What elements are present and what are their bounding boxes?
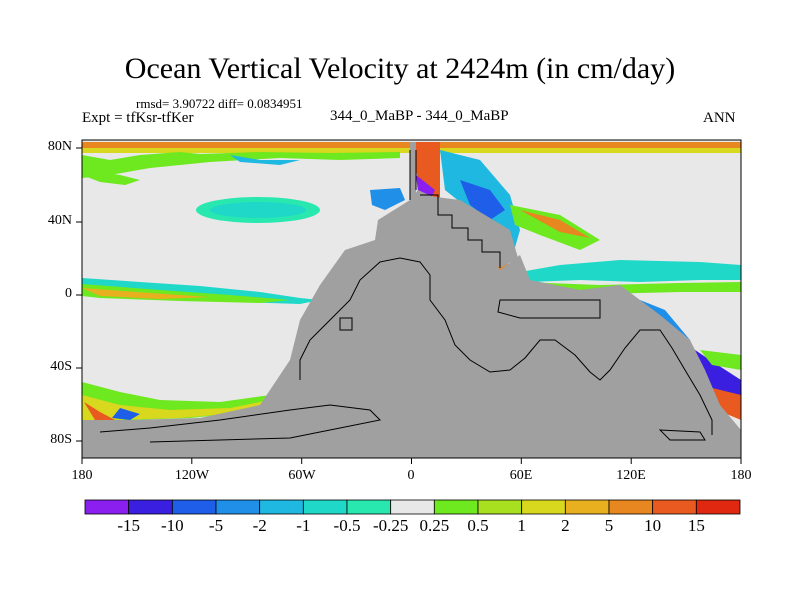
y-tick-label: 80N — [47, 139, 72, 154]
colorbar-swatch — [564, 499, 610, 515]
land-island — [495, 292, 605, 325]
npac-lens-core — [210, 202, 306, 218]
colorbar-swatch — [608, 499, 654, 515]
coast-5 — [339, 317, 353, 331]
chart-title: Ocean Vertical Velocity at 2424m (in cm/… — [124, 52, 676, 85]
colorbar-swatch — [695, 499, 741, 515]
colorbar-label: 5 — [604, 516, 614, 535]
colorbar-label: -5 — [208, 516, 224, 535]
colorbar-swatch — [84, 499, 130, 515]
colorbar-label: 15 — [687, 516, 705, 535]
x-tick-label: 0 — [407, 468, 415, 483]
eq-band-orange — [82, 288, 210, 299]
land-antarctic — [82, 400, 380, 458]
land-strip — [410, 142, 416, 200]
map-field — [82, 140, 741, 458]
x-tick-label: 60W — [288, 468, 316, 483]
land-europe — [420, 195, 518, 268]
colorbar-swatch — [433, 499, 479, 515]
colorbar-label: 0.5 — [467, 516, 489, 535]
eurasia-orange — [520, 210, 590, 238]
colorbar-swatch — [128, 499, 173, 515]
coast-2 — [420, 194, 501, 268]
case-label: 344_0_MaBP - 344_0_MaBP — [330, 108, 509, 124]
x-tick-label: 180 — [71, 468, 93, 483]
colorbar-swatch — [390, 499, 435, 515]
coast-3 — [497, 299, 601, 319]
colorbar-label: 2 — [561, 516, 570, 535]
eq-band-cyan — [82, 278, 320, 304]
coast-1 — [409, 150, 417, 200]
coast-6 — [99, 404, 382, 443]
colorbar-swatch — [259, 499, 304, 515]
colorbar-label: -1 — [296, 516, 311, 535]
y-tick-label: 40N — [47, 213, 72, 228]
y-tick-label: 40S — [50, 359, 72, 374]
colorbar-label: -0.25 — [372, 516, 409, 535]
colorbar-swatch — [171, 499, 217, 515]
coast-4 — [299, 257, 713, 435]
epac-green — [700, 350, 741, 370]
y-tick-label: 0 — [65, 286, 72, 301]
natl-west-blue — [370, 188, 405, 210]
pacific-north-green — [82, 172, 140, 185]
io-band-cyan — [520, 260, 741, 282]
colorbar-label: 10 — [644, 516, 662, 535]
x-tick-label: 120W — [174, 468, 210, 483]
colorbar-label: -10 — [160, 516, 184, 535]
arctic-green — [82, 152, 400, 178]
stats-label: rmsd= 3.90722 diff= 0.0834951 — [136, 96, 303, 111]
natl-blue — [460, 180, 505, 220]
colorbar-label: -0.5 — [333, 516, 361, 535]
experiment-label: Expt = tfKsr-tfKer — [82, 110, 194, 126]
colorbar-label: -15 — [117, 516, 140, 535]
colorbar-swatch — [652, 499, 697, 515]
colorbar-label: 0.25 — [419, 516, 450, 535]
so-red — [84, 402, 115, 420]
arctic-cyan — [230, 155, 300, 165]
eq-band-green — [82, 284, 290, 303]
season-label: ANN — [703, 110, 736, 126]
y-tick-label: 80S — [50, 432, 72, 447]
colorbar-label: 1 — [517, 516, 526, 535]
land-south — [82, 190, 741, 458]
x-tick-label: 180 — [730, 468, 752, 483]
so-blue — [112, 408, 140, 420]
colorbar-swatch — [477, 499, 523, 515]
coast-7 — [658, 429, 706, 441]
colorbar-swatch — [302, 499, 348, 515]
colorbar-swatch — [215, 499, 261, 515]
colorbar-swatch — [521, 499, 566, 515]
colorbar — [84, 499, 741, 515]
colorbar-label: -2 — [252, 516, 267, 535]
colorbar-swatch — [346, 499, 392, 515]
axis-ticks — [76, 147, 742, 464]
x-tick-label: 60E — [509, 468, 533, 483]
x-tick-label: 120E — [616, 468, 646, 483]
